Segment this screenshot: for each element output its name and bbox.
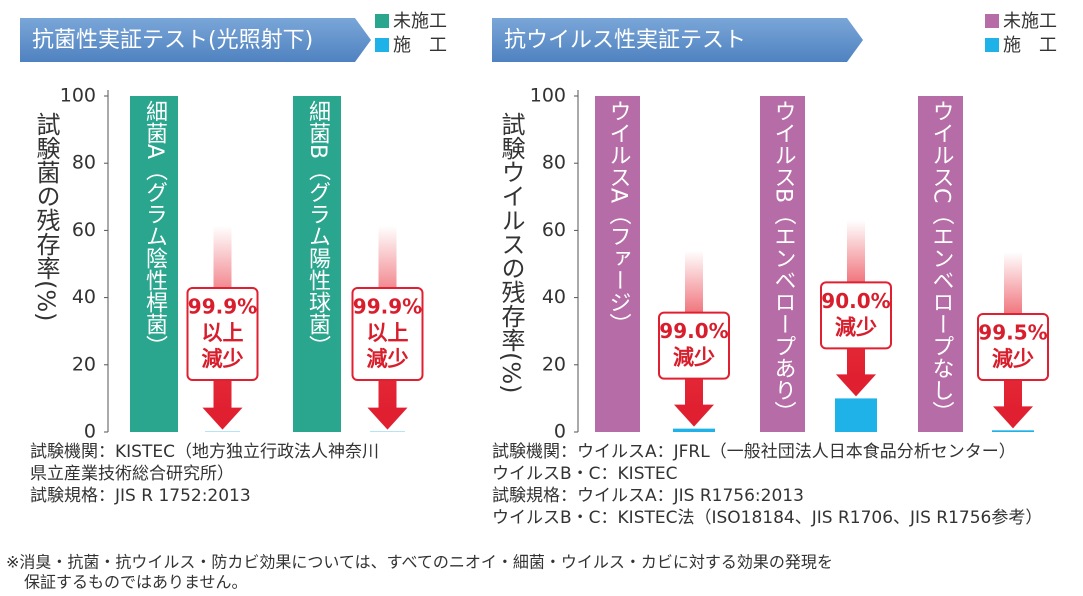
annotation-text: 以上 bbox=[202, 321, 244, 345]
annotation-text: 減少 bbox=[367, 347, 409, 371]
annotation-box bbox=[351, 287, 424, 381]
chart-title: 抗ウイルス性実証テスト bbox=[504, 28, 746, 53]
annotation-box bbox=[977, 313, 1049, 381]
note: 試験規格：JIS R 1752:2013 bbox=[30, 486, 251, 506]
category-label: 細菌A（グラム陰性桿菌） bbox=[142, 100, 168, 357]
annotation-box bbox=[658, 311, 730, 380]
bar bbox=[760, 96, 805, 432]
title-banner bbox=[492, 18, 863, 62]
bar bbox=[992, 430, 1034, 432]
y-tick-label: 60 bbox=[542, 219, 566, 241]
y-tick-label: 60 bbox=[72, 219, 96, 241]
legend-swatch bbox=[985, 38, 999, 52]
chart-title: 抗菌性実証テスト(光照射下) bbox=[32, 28, 313, 53]
y-tick-label: 40 bbox=[72, 286, 96, 308]
category-label: 細菌B（グラム陽性球菌） bbox=[305, 100, 331, 357]
annotation-text: 以上 bbox=[367, 321, 409, 345]
y-tick-label: 20 bbox=[542, 353, 566, 375]
bar bbox=[673, 428, 715, 432]
y-axis-label: 試験菌の残存率(%) bbox=[32, 112, 60, 322]
arrow-head bbox=[836, 374, 876, 397]
bar bbox=[918, 96, 963, 432]
bar bbox=[293, 96, 341, 432]
annotation-text: 99.9% bbox=[188, 295, 257, 319]
note: ウイルスB・C：KISTEC bbox=[492, 464, 677, 484]
category-label: ウイルスA（ファージ） bbox=[606, 100, 632, 335]
y-tick-label: 80 bbox=[542, 152, 566, 174]
bar bbox=[130, 96, 178, 432]
category-label: ウイルスB（エンベロープあり） bbox=[771, 100, 797, 423]
legend-label: 施 工 bbox=[393, 35, 447, 56]
annotation-text: 99.5% bbox=[978, 321, 1047, 345]
annotation-text: 減少 bbox=[992, 347, 1034, 371]
category-label: ウイルスC（エンベロープなし） bbox=[929, 100, 955, 423]
note: 試験機関：KISTEC（地方独立行政法人神奈川 bbox=[30, 442, 379, 462]
footnote: 保証するものではありません。 bbox=[24, 573, 248, 592]
y-axis-label: 試験ウイルスの残存率(%) bbox=[497, 112, 525, 394]
legend-swatch bbox=[985, 14, 999, 28]
legend-swatch bbox=[375, 38, 389, 52]
y-tick-label: 0 bbox=[554, 421, 566, 443]
annotation-text: 減少 bbox=[835, 315, 877, 339]
legend-swatch bbox=[375, 14, 389, 28]
y-tick-label: 20 bbox=[72, 353, 96, 375]
annotation-box bbox=[186, 287, 259, 381]
arrow-head bbox=[993, 406, 1033, 429]
note: 県立産業技術総合研究所） bbox=[30, 464, 234, 484]
y-tick-label: 40 bbox=[542, 286, 566, 308]
arrow-head bbox=[674, 404, 714, 427]
title-banner bbox=[20, 18, 371, 62]
legend-label: 未施工 bbox=[1003, 11, 1057, 32]
annotation-text: 90.0% bbox=[821, 289, 890, 313]
note: 試験機関：ウイルスA：JFRL（一般社団法人日本食品分析センター） bbox=[492, 442, 1016, 462]
footnote: ※消臭・抗菌・抗ウイルス・防カビ効果については、すべてのニオイ・細菌・ウイルス・… bbox=[6, 553, 833, 572]
annotation-text: 99.0% bbox=[659, 319, 728, 343]
y-tick-label: 0 bbox=[84, 421, 96, 443]
y-tick-label: 100 bbox=[530, 85, 566, 107]
y-tick-label: 80 bbox=[72, 152, 96, 174]
arrow-head bbox=[367, 407, 408, 430]
bar bbox=[835, 398, 877, 432]
annotation-text: 99.9% bbox=[353, 295, 422, 319]
legend-label: 施 工 bbox=[1003, 35, 1057, 56]
legend-label: 未施工 bbox=[393, 11, 447, 32]
note: ウイルスB・C：KISTEC法（ISO18184、JIS R1706、JIS R… bbox=[492, 508, 1042, 528]
bar bbox=[595, 96, 640, 432]
annotation-text: 減少 bbox=[202, 347, 244, 371]
note: 試験規格：ウイルスA：JIS R1756:2013 bbox=[492, 486, 804, 506]
y-tick-label: 100 bbox=[60, 85, 96, 107]
annotation-box bbox=[820, 281, 892, 350]
annotation-text: 減少 bbox=[673, 346, 715, 370]
arrow-head bbox=[202, 407, 243, 430]
